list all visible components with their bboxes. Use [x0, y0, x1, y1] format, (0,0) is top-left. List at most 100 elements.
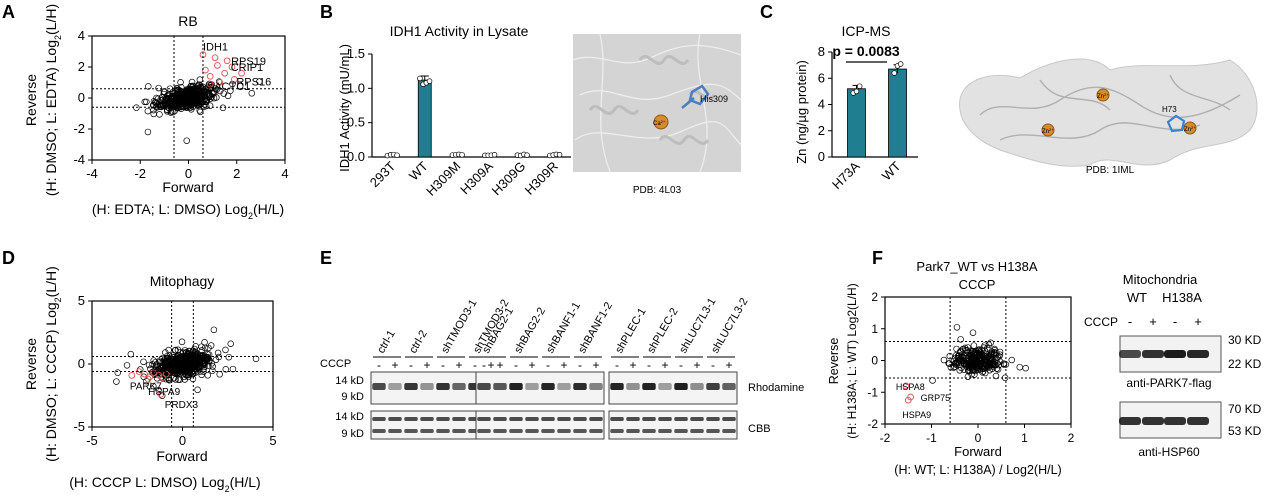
band	[525, 417, 539, 421]
band	[1164, 417, 1186, 425]
panel-b-ylabel: IDH1 Activity (mU/mL)	[337, 44, 352, 172]
cccp-sign: -	[578, 358, 582, 372]
panel-a-points	[92, 36, 285, 160]
scatter-point	[969, 329, 977, 336]
panel-f-blot1-bands	[1119, 350, 1209, 358]
scatter-point	[982, 369, 989, 377]
highlight-point	[144, 375, 152, 383]
scatter-point	[198, 347, 206, 354]
band	[525, 429, 539, 433]
band	[525, 383, 539, 390]
category-label: H73A	[829, 158, 863, 192]
his309-residue-icon	[688, 84, 710, 106]
cccp-sign: -	[441, 358, 445, 372]
band	[404, 417, 418, 421]
scatter-point	[150, 357, 157, 364]
cccp-sign: -	[482, 358, 486, 372]
band	[690, 429, 704, 433]
band	[452, 383, 466, 390]
scatter-point	[991, 349, 998, 356]
cccp-sign: -	[647, 358, 651, 372]
scatter-point	[973, 364, 980, 371]
cccp-sign: -	[546, 358, 550, 372]
scatter-point	[996, 353, 1003, 360]
cccp-sign: -	[1128, 314, 1132, 329]
cccp-sign: +	[693, 358, 700, 372]
band	[557, 417, 571, 421]
cccp-sign: -	[679, 358, 683, 372]
y-tick-label: 1.5	[347, 46, 365, 61]
band	[722, 429, 736, 433]
panel-c-residue-label: H73	[1162, 105, 1177, 114]
x-tick-label: -2	[880, 431, 891, 445]
x-tick-label: 2	[1068, 431, 1075, 445]
scatter-point	[957, 336, 964, 343]
scatter-point	[1016, 363, 1024, 371]
band	[706, 429, 720, 433]
scatter-point	[161, 357, 168, 364]
scatter-point	[968, 358, 975, 365]
band	[706, 417, 720, 421]
panel-b-structure: Ca2+ His309 PDB: 4L03	[572, 33, 742, 196]
panel-b-ion-label: Ca2+	[653, 119, 666, 128]
band	[493, 383, 507, 390]
scatter-point	[185, 91, 193, 99]
replicate-dot	[891, 70, 898, 76]
x-tick-label: 2	[233, 166, 240, 181]
y-tick-label: 0	[871, 354, 878, 368]
panel-f-western-title: Mitochondria	[1123, 272, 1198, 287]
panel-b-chart: IDH1 Activity in Lysate IDH1 Activity (m…	[337, 23, 571, 199]
scatter-point	[177, 78, 184, 86]
band	[626, 429, 640, 433]
scatter-point	[180, 364, 187, 372]
scatter-point	[160, 90, 168, 98]
band	[589, 417, 603, 421]
highlight-point	[202, 66, 209, 74]
panel-f-subtitle: CCCP	[959, 277, 996, 292]
band	[674, 417, 688, 421]
band	[493, 417, 507, 421]
scatter-point	[182, 102, 189, 109]
band	[642, 417, 656, 421]
panel-f-ylabel: Reverse	[827, 338, 841, 385]
panel-c-ylabel: Zn (ng/µg protein)	[794, 60, 809, 164]
cccp-sign: +	[592, 358, 599, 372]
scatter-point	[158, 94, 166, 101]
scatter-point	[976, 352, 984, 360]
band	[452, 429, 466, 433]
cccp-sign: +	[423, 358, 430, 372]
highlight-point	[206, 72, 214, 80]
panel-a-xlabel: Forward	[162, 179, 213, 195]
scatter-point	[993, 365, 1001, 372]
scatter-point	[176, 98, 184, 106]
scatter-point	[201, 339, 208, 346]
h73-residue-icon	[1166, 114, 1186, 133]
scatter-point	[205, 344, 212, 352]
band	[610, 429, 624, 433]
band	[509, 417, 523, 421]
scatter-point	[992, 372, 1000, 380]
scatter-point	[196, 76, 204, 83]
scatter-point	[114, 369, 121, 376]
scatter-point	[194, 99, 201, 106]
scatter-point	[966, 367, 974, 374]
scatter-point	[978, 351, 985, 358]
scatter-point	[160, 366, 168, 374]
cccp-sign: +	[487, 358, 494, 372]
scatter-point	[164, 95, 172, 102]
scatter-point	[213, 94, 220, 101]
panel-c-pvalue: p = 0.0083	[832, 43, 900, 59]
highlight-point	[902, 382, 910, 390]
panel-d-points	[92, 301, 273, 427]
scatter-point	[144, 128, 152, 136]
scatter-point	[975, 360, 982, 367]
panel-f-blot2-bands	[1119, 417, 1209, 425]
panel-c-title: ICP-MS	[842, 23, 891, 39]
lane-label: shPLEC-1	[613, 306, 648, 355]
scatter-point	[953, 345, 960, 353]
scatter-point	[150, 382, 157, 390]
x-tick-label: -4	[86, 166, 98, 181]
band	[1142, 417, 1164, 425]
band	[658, 417, 672, 421]
